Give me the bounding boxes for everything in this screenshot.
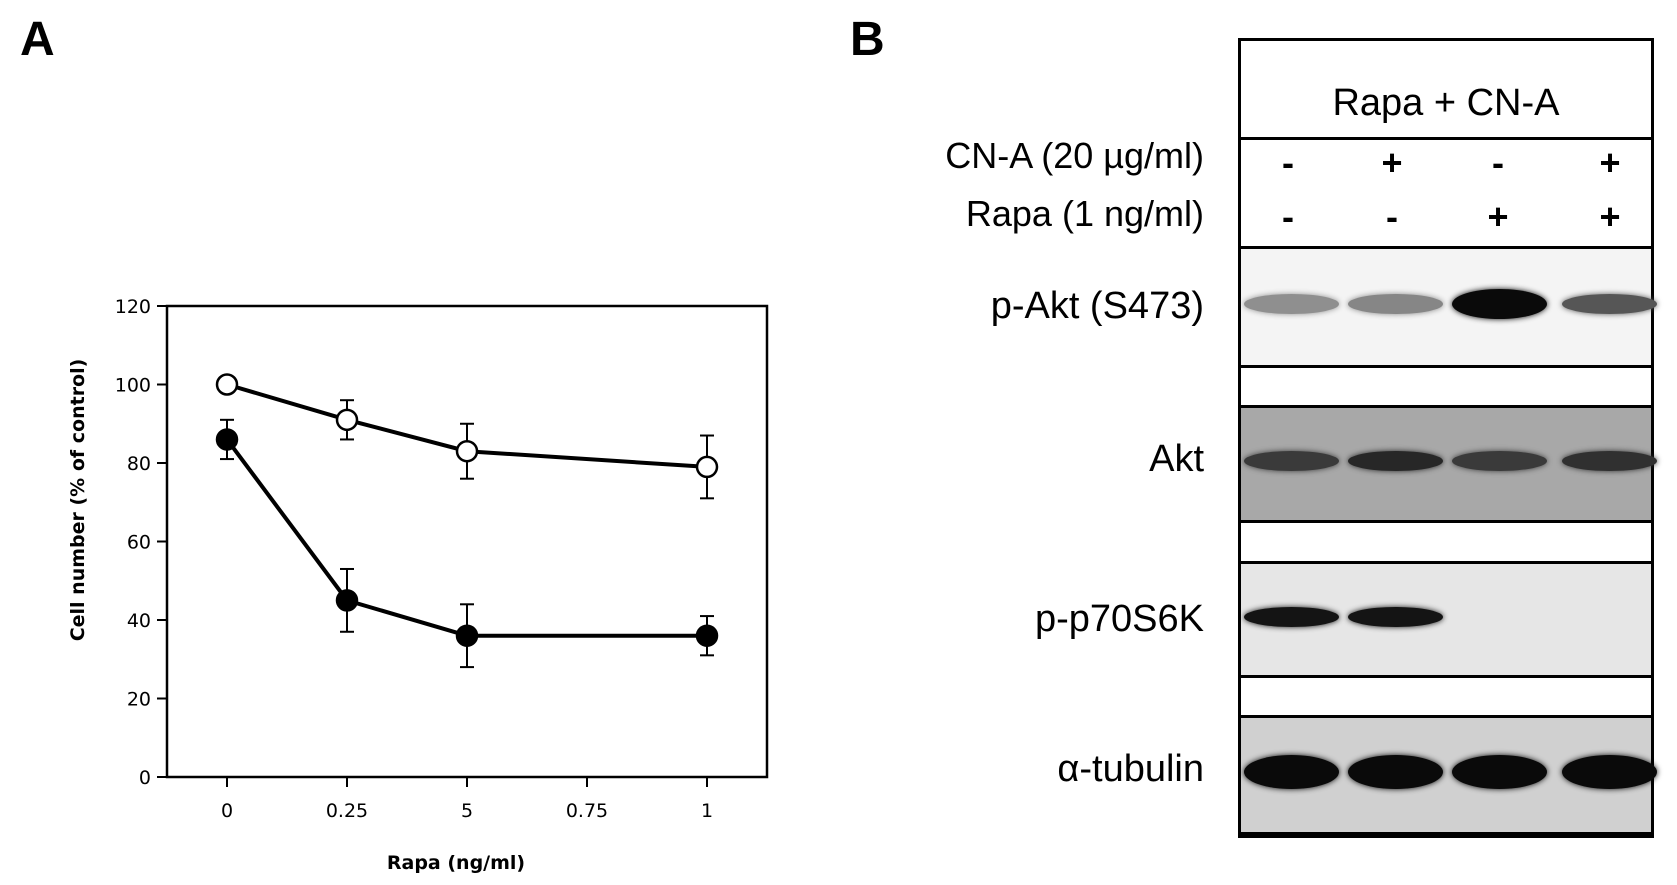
sign-cn-a-lane-2: + xyxy=(1381,142,1403,183)
blot-label-alpha-tubulin: α-tubulin xyxy=(1057,748,1204,790)
blot-strip-akt xyxy=(1241,405,1657,523)
y-tick-label: 100 xyxy=(115,375,151,397)
open-circle-marker xyxy=(695,455,719,479)
y-axis-title: Cell number (% of control) xyxy=(67,359,89,642)
treatment-label-cn-a: CN-A (20 µg/ml) xyxy=(945,135,1204,176)
blot-label-akt: Akt xyxy=(1149,438,1204,480)
sign-cn-a-lane-4: + xyxy=(1599,142,1621,183)
open-circle-marker xyxy=(335,408,359,432)
y-tick-label: 80 xyxy=(127,453,151,475)
treatment-label-rapa: Rapa (1 ng/ml) xyxy=(965,193,1204,234)
y-tick-label: 120 xyxy=(115,296,151,318)
blot-band xyxy=(1451,451,1547,471)
y-tick-label: 0 xyxy=(139,767,151,789)
blot-band xyxy=(1347,294,1443,314)
open-circle-marker xyxy=(455,439,479,463)
blot-band xyxy=(1347,606,1443,627)
blot-band xyxy=(1561,294,1657,314)
filled-circle-marker xyxy=(695,624,719,647)
filled-circle-marker xyxy=(335,589,359,612)
blot-label-p-p70s6k: p-p70S6K xyxy=(1034,598,1204,640)
blot-band xyxy=(1561,755,1657,789)
blot-label-p-akt: p-Akt (S473) xyxy=(990,285,1204,327)
panel-b: B xyxy=(850,0,1677,885)
filled-circle-marker xyxy=(455,624,479,647)
sign-cn-a-lane-1: - xyxy=(1282,142,1294,183)
series-line-2 xyxy=(225,438,707,638)
blot-band xyxy=(1451,289,1547,319)
blot-header-text: Rapa + CN-A xyxy=(1332,82,1560,124)
panel-b-letter: B xyxy=(850,13,885,66)
open-circle-marker xyxy=(215,373,239,396)
sign-rapa-lane-4: + xyxy=(1599,196,1621,237)
sign-rapa-lane-3: + xyxy=(1487,196,1509,237)
blot-strip-alpha-tubulin xyxy=(1241,715,1657,835)
plot-frame xyxy=(165,304,769,779)
axis-group: 0 20 40 60 80 100 120 0 0.25 5 0.75 1 xyxy=(115,296,769,822)
western-blot-frame xyxy=(1238,38,1654,838)
x-tick-label: 0 xyxy=(221,800,233,822)
sign-rapa-lane-2: - xyxy=(1386,196,1398,237)
sign-rapa-lane-1: - xyxy=(1282,196,1294,237)
y-tick-label: 20 xyxy=(127,689,151,711)
blot-strip-p-p70s6k xyxy=(1241,561,1651,678)
blot-band xyxy=(1561,451,1657,471)
filled-circle-marker xyxy=(215,428,239,451)
sign-cn-a-lane-3: - xyxy=(1492,142,1504,183)
blot-band xyxy=(1243,451,1339,471)
y-tick-label: 60 xyxy=(127,532,151,554)
blot-band xyxy=(1243,606,1339,627)
x-tick-label: 0.75 xyxy=(566,800,608,822)
blot-strip-p-akt xyxy=(1241,246,1657,368)
x-tick-label: 1 xyxy=(701,800,713,822)
blot-band xyxy=(1243,294,1339,314)
y-tick-label: 40 xyxy=(127,610,151,632)
x-tick-label: 0.25 xyxy=(326,800,368,822)
blot-header: Rapa + CN-A xyxy=(1238,38,1654,140)
blot-band xyxy=(1451,755,1547,789)
x-tick-label: 5 xyxy=(461,800,473,822)
series-group xyxy=(215,373,719,669)
blot-band xyxy=(1347,451,1443,471)
blot-band xyxy=(1243,755,1339,789)
panel-a-letter: A xyxy=(20,13,55,66)
panel-a: A 0 20 40 60 80 100 120 0 0.25 5 0.75 1 Rapa (ng/ml… xyxy=(20,13,769,874)
blot-band xyxy=(1347,755,1443,789)
series-line-1 xyxy=(226,382,708,469)
x-axis-title: Rapa (ng/ml) xyxy=(387,852,525,874)
